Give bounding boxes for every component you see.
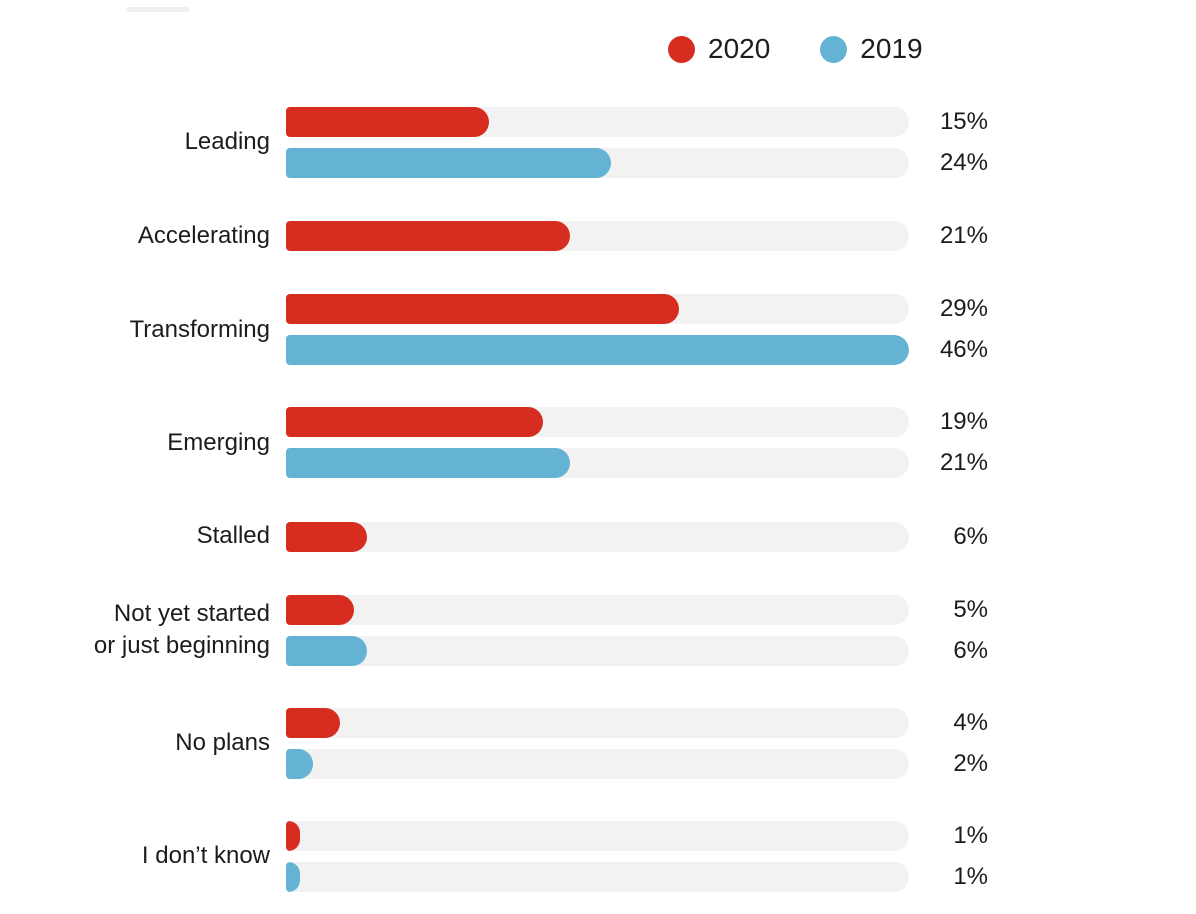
bar-fill-2020 [286, 594, 354, 625]
bar-fill-2019 [286, 748, 314, 779]
bar-track [286, 221, 909, 252]
chart-row-group: No plans 4% 2% [0, 707, 988, 779]
chart-row-group: Accelerating 21% [0, 220, 988, 252]
value-label: 21% [939, 449, 988, 477]
bar-row: 19% [286, 407, 988, 438]
category-label-line: Accelerating [137, 222, 270, 249]
bar-row: 15% [286, 107, 988, 137]
category-label: No plans [0, 727, 286, 759]
legend-item-2019: 2019 [820, 33, 923, 65]
bar-track [286, 521, 909, 552]
category-label-line: Stalled [196, 522, 270, 550]
category-label-line: Transforming [129, 315, 270, 343]
bar-track [286, 448, 909, 479]
bar-stack: 4% 2% [286, 707, 988, 779]
bar-track [286, 594, 909, 625]
bar-row: 29% [286, 294, 988, 325]
bar-fill-2019 [286, 335, 909, 366]
bar-fill-2020 [286, 221, 571, 252]
bar-stack: 21% [286, 221, 988, 252]
bar-row: 46% [286, 335, 988, 366]
category-label-line: Leading [184, 128, 270, 156]
value-label: 1% [953, 862, 988, 890]
bar-stack: 29% 46% [286, 294, 988, 366]
bar-row: 5% [286, 594, 988, 625]
legend-dot-2020-icon [668, 35, 695, 63]
chart-row-group: Leading 15% 24% [0, 107, 988, 178]
bar-track [286, 294, 909, 325]
bar-fill-2020 [286, 107, 490, 137]
legend: 2020 2019 [668, 33, 923, 65]
bar-stack: 19% 21% [286, 407, 988, 479]
bar-track [286, 707, 909, 738]
bar-fill-2020 [286, 294, 679, 325]
bar-row: 6% [286, 521, 988, 552]
category-label-line: No plans [175, 729, 270, 757]
value-label: 19% [939, 408, 988, 436]
bar-row: 21% [286, 448, 988, 479]
bar-track [286, 635, 909, 666]
bar-track [286, 820, 909, 851]
category-label-line: Emerging [167, 428, 270, 456]
value-label: 6% [953, 522, 988, 550]
value-label: 29% [939, 295, 988, 323]
category-label: Transforming [0, 314, 286, 346]
category-label-line: I don’t know [141, 842, 270, 870]
chart-row-group: Emerging 19% 21% [0, 407, 988, 479]
legend-item-2020: 2020 [668, 33, 770, 65]
value-label: 21% [939, 222, 988, 250]
bar-track [286, 335, 909, 366]
bar-row: 1% [286, 820, 988, 851]
bar-row: 24% [286, 148, 988, 178]
chart-row-group: Stalled 6% [0, 520, 988, 552]
chart-row-group: Transforming 29% 46% [0, 294, 988, 366]
legend-label-2019: 2019 [860, 33, 923, 64]
category-label: Emerging [0, 427, 286, 459]
value-label: 4% [953, 708, 988, 736]
bar-fill-2020 [286, 820, 300, 851]
legend-label-2020: 2020 [708, 33, 771, 64]
bar-track [286, 748, 909, 779]
bar-track [286, 148, 909, 178]
bar-stack: 6% [286, 521, 988, 552]
bar-fill-2019 [286, 635, 368, 666]
bar-stack: 15% 24% [286, 107, 988, 178]
bar-fill-2019 [286, 448, 571, 479]
value-label: 24% [939, 149, 988, 176]
legend-dot-2019-icon [820, 35, 848, 63]
bar-track [286, 861, 909, 892]
value-label: 15% [939, 108, 988, 135]
bar-row: 4% [286, 707, 988, 738]
bar-stack: 1% 1% [286, 820, 988, 892]
bar-track [286, 407, 909, 438]
category-label-line: or just beginning [93, 632, 270, 660]
category-label: Stalled [0, 520, 286, 552]
chart-row-group: I don’t know 1% 1% [0, 820, 988, 892]
bar-row: 21% [286, 221, 988, 252]
bar-row: 1% [286, 861, 988, 892]
bar-row: 6% [286, 635, 988, 666]
chart-rows: Leading 15% 24% Accelerating 21% Transforming… [0, 107, 988, 892]
artifact-smudge [127, 7, 189, 12]
value-label: 1% [953, 821, 988, 849]
bar-fill-2020 [286, 707, 341, 738]
value-label: 5% [953, 595, 988, 623]
category-label: I don’t know [0, 840, 286, 872]
value-label: 6% [953, 636, 988, 664]
bar-fill-2020 [286, 407, 544, 438]
chart-row-group: Not yet started or just beginning 5% 6% [0, 594, 988, 666]
bar-fill-2019 [286, 861, 300, 892]
bar-track [286, 107, 909, 137]
category-label-line: Not yet started [113, 599, 270, 627]
category-label: Leading [0, 126, 286, 158]
bar-stack: 5% 6% [286, 594, 988, 666]
value-label: 2% [953, 749, 988, 777]
category-label: Accelerating [0, 220, 286, 252]
bar-fill-2019 [286, 148, 612, 178]
category-label: Not yet started or just beginning [0, 598, 286, 663]
bar-fill-2020 [286, 521, 368, 552]
value-label: 46% [939, 336, 988, 364]
bar-row: 2% [286, 748, 988, 779]
